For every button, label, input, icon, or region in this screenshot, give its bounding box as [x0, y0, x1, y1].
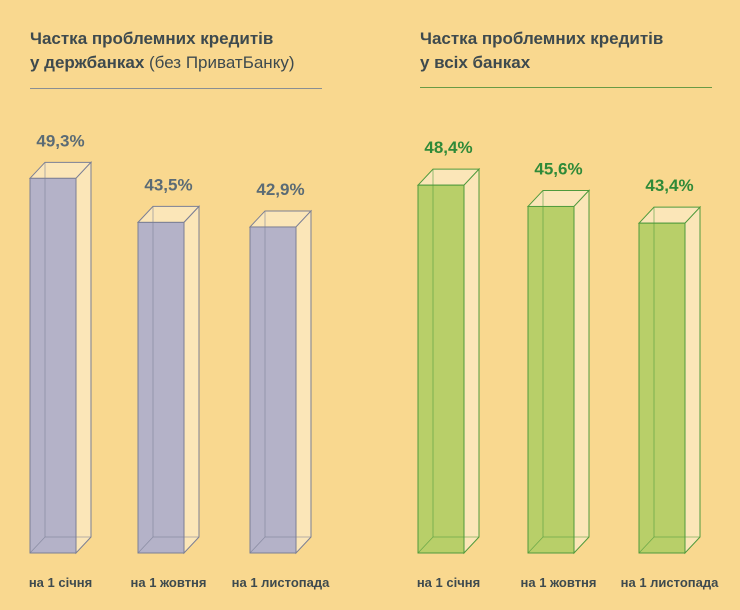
chart-1-bar [249, 226, 297, 554]
chart-2-data-label: 45,6% [534, 159, 582, 178]
chart-2-bar [417, 184, 465, 554]
chart-1-bar-side-face [295, 209, 312, 555]
chart-1-divider [30, 88, 322, 89]
chart-1-title-line1: Частка проблемних кредитів [30, 29, 274, 48]
chart-1-x-tick-label: на 1 листопада [232, 575, 330, 590]
chart-2-x-tick-label: на 1 жовтня [521, 575, 597, 590]
chart-2-bar [527, 205, 575, 554]
chart-2-bar [638, 222, 686, 554]
chart-1-title-line2: у держбанках [30, 53, 145, 72]
chart-2-title-line1: Частка проблемних кредитів [420, 29, 664, 48]
chart-1-data-label: 43,5% [144, 175, 192, 194]
chart-2-data-label: 48,4% [424, 138, 472, 157]
chart-2-bar-back-edge [638, 536, 655, 554]
chart-1-bar-back-edge [29, 536, 46, 554]
chart-1-bar [137, 221, 185, 554]
chart-2-divider [420, 87, 712, 88]
chart-1-bar-side-face [183, 205, 200, 555]
chart-1-x-tick-label: на 1 жовтня [131, 575, 207, 590]
chart-1-subtitle: (без ПриватБанку) [149, 53, 295, 72]
chart-1-x-tick-label: на 1 січня [29, 575, 92, 590]
chart-2-bar-back-edge [527, 536, 544, 554]
chart-2-x-tick-label: на 1 листопада [621, 575, 719, 590]
chart-1-bar-back-edge [137, 536, 154, 554]
chart-2-title-line2: у всіх банках [420, 53, 531, 72]
chart-1-bar-side-face [75, 161, 92, 555]
chart-2-bar-side-face [573, 189, 590, 555]
chart-1-data-label: 49,3% [36, 131, 84, 150]
chart-2-bar-side-face [463, 167, 480, 555]
chart-2-data-label: 43,4% [645, 176, 693, 195]
chart-2-bar-side-face [684, 205, 701, 555]
chart-1-bar-back-edge [249, 536, 266, 554]
chart-2-x-tick-label: на 1 січня [417, 575, 480, 590]
chart-1-data-label: 42,9% [256, 180, 304, 199]
chart-1-bar [29, 177, 77, 554]
chart-2-title: Частка проблемних кредитів у всіх банках [420, 27, 663, 75]
chart-2-bar-back-edge [417, 536, 434, 554]
chart-1-title: Частка проблемних кредитів у держбанках … [30, 27, 295, 75]
